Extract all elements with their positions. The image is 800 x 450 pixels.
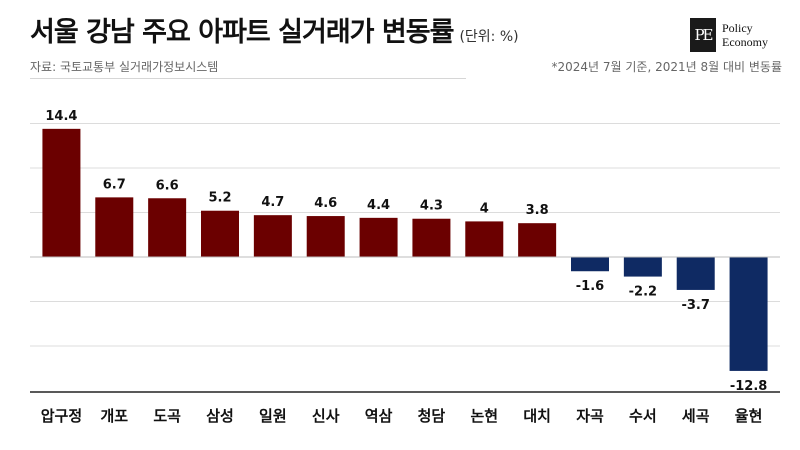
category-label: 율현 [735, 407, 763, 425]
category-label: 역삼 [365, 407, 393, 425]
chart-title-text: 서울 강남 주요 아파트 실거래가 변동률 [30, 17, 454, 48]
category-label: 도곡 [153, 407, 181, 425]
category-label: 신사 [312, 407, 340, 425]
value-label: 4 [480, 201, 489, 216]
value-label: 5.2 [208, 191, 231, 206]
source-label: 자료: 국토교통부 실거래가정보시스템 [30, 60, 219, 74]
category-label: 세곡 [682, 407, 710, 425]
value-label: 3.8 [526, 203, 549, 218]
value-label: 6.6 [156, 178, 179, 193]
value-label: 4.6 [314, 196, 337, 211]
value-label: -3.7 [681, 298, 709, 313]
value-label: -2.2 [629, 285, 657, 300]
value-label: -12.8 [730, 379, 767, 394]
bar [253, 215, 292, 257]
category-label: 수서 [629, 407, 657, 425]
bar [729, 257, 768, 371]
value-label: 4.7 [261, 195, 284, 210]
bar [465, 221, 504, 257]
bar [518, 223, 557, 257]
category-label: 자곡 [576, 407, 604, 425]
bar [412, 218, 451, 257]
category-label: 일원 [259, 407, 287, 425]
bar [95, 197, 134, 257]
logo-mark: PE [690, 18, 716, 52]
bar [201, 210, 239, 257]
bar [148, 198, 187, 257]
category-label: 청담 [418, 407, 446, 425]
bar [623, 257, 662, 277]
value-label: 14.4 [45, 109, 77, 124]
bar [306, 216, 345, 257]
value-label: 4.3 [420, 199, 443, 214]
value-label: 6.7 [103, 177, 126, 192]
category-label: 논현 [470, 407, 498, 425]
value-label: -1.6 [576, 279, 604, 294]
logo-line-2: Economy [722, 35, 768, 49]
publisher-logo: PE Policy Economy [690, 18, 768, 52]
footnote: *2024년 7월 기준, 2021년 8월 대비 변동률 [551, 60, 783, 74]
bar [676, 257, 715, 290]
bar [571, 257, 609, 272]
header-divider [30, 78, 466, 79]
category-label: 삼성 [206, 407, 234, 425]
logo-wordmark: Policy Economy [722, 21, 768, 49]
bar [42, 128, 81, 257]
category-label: 개포 [100, 407, 128, 425]
chart-title: 서울 강남 주요 아파트 실거래가 변동률 (단위: %) [30, 10, 519, 49]
category-label: 압구정 [41, 407, 82, 425]
value-label: 4.4 [367, 198, 390, 213]
bar [359, 217, 398, 257]
unit-label: (단위: %) [459, 29, 519, 45]
category-label: 대치 [523, 407, 551, 425]
logo-line-1: Policy [722, 21, 753, 35]
